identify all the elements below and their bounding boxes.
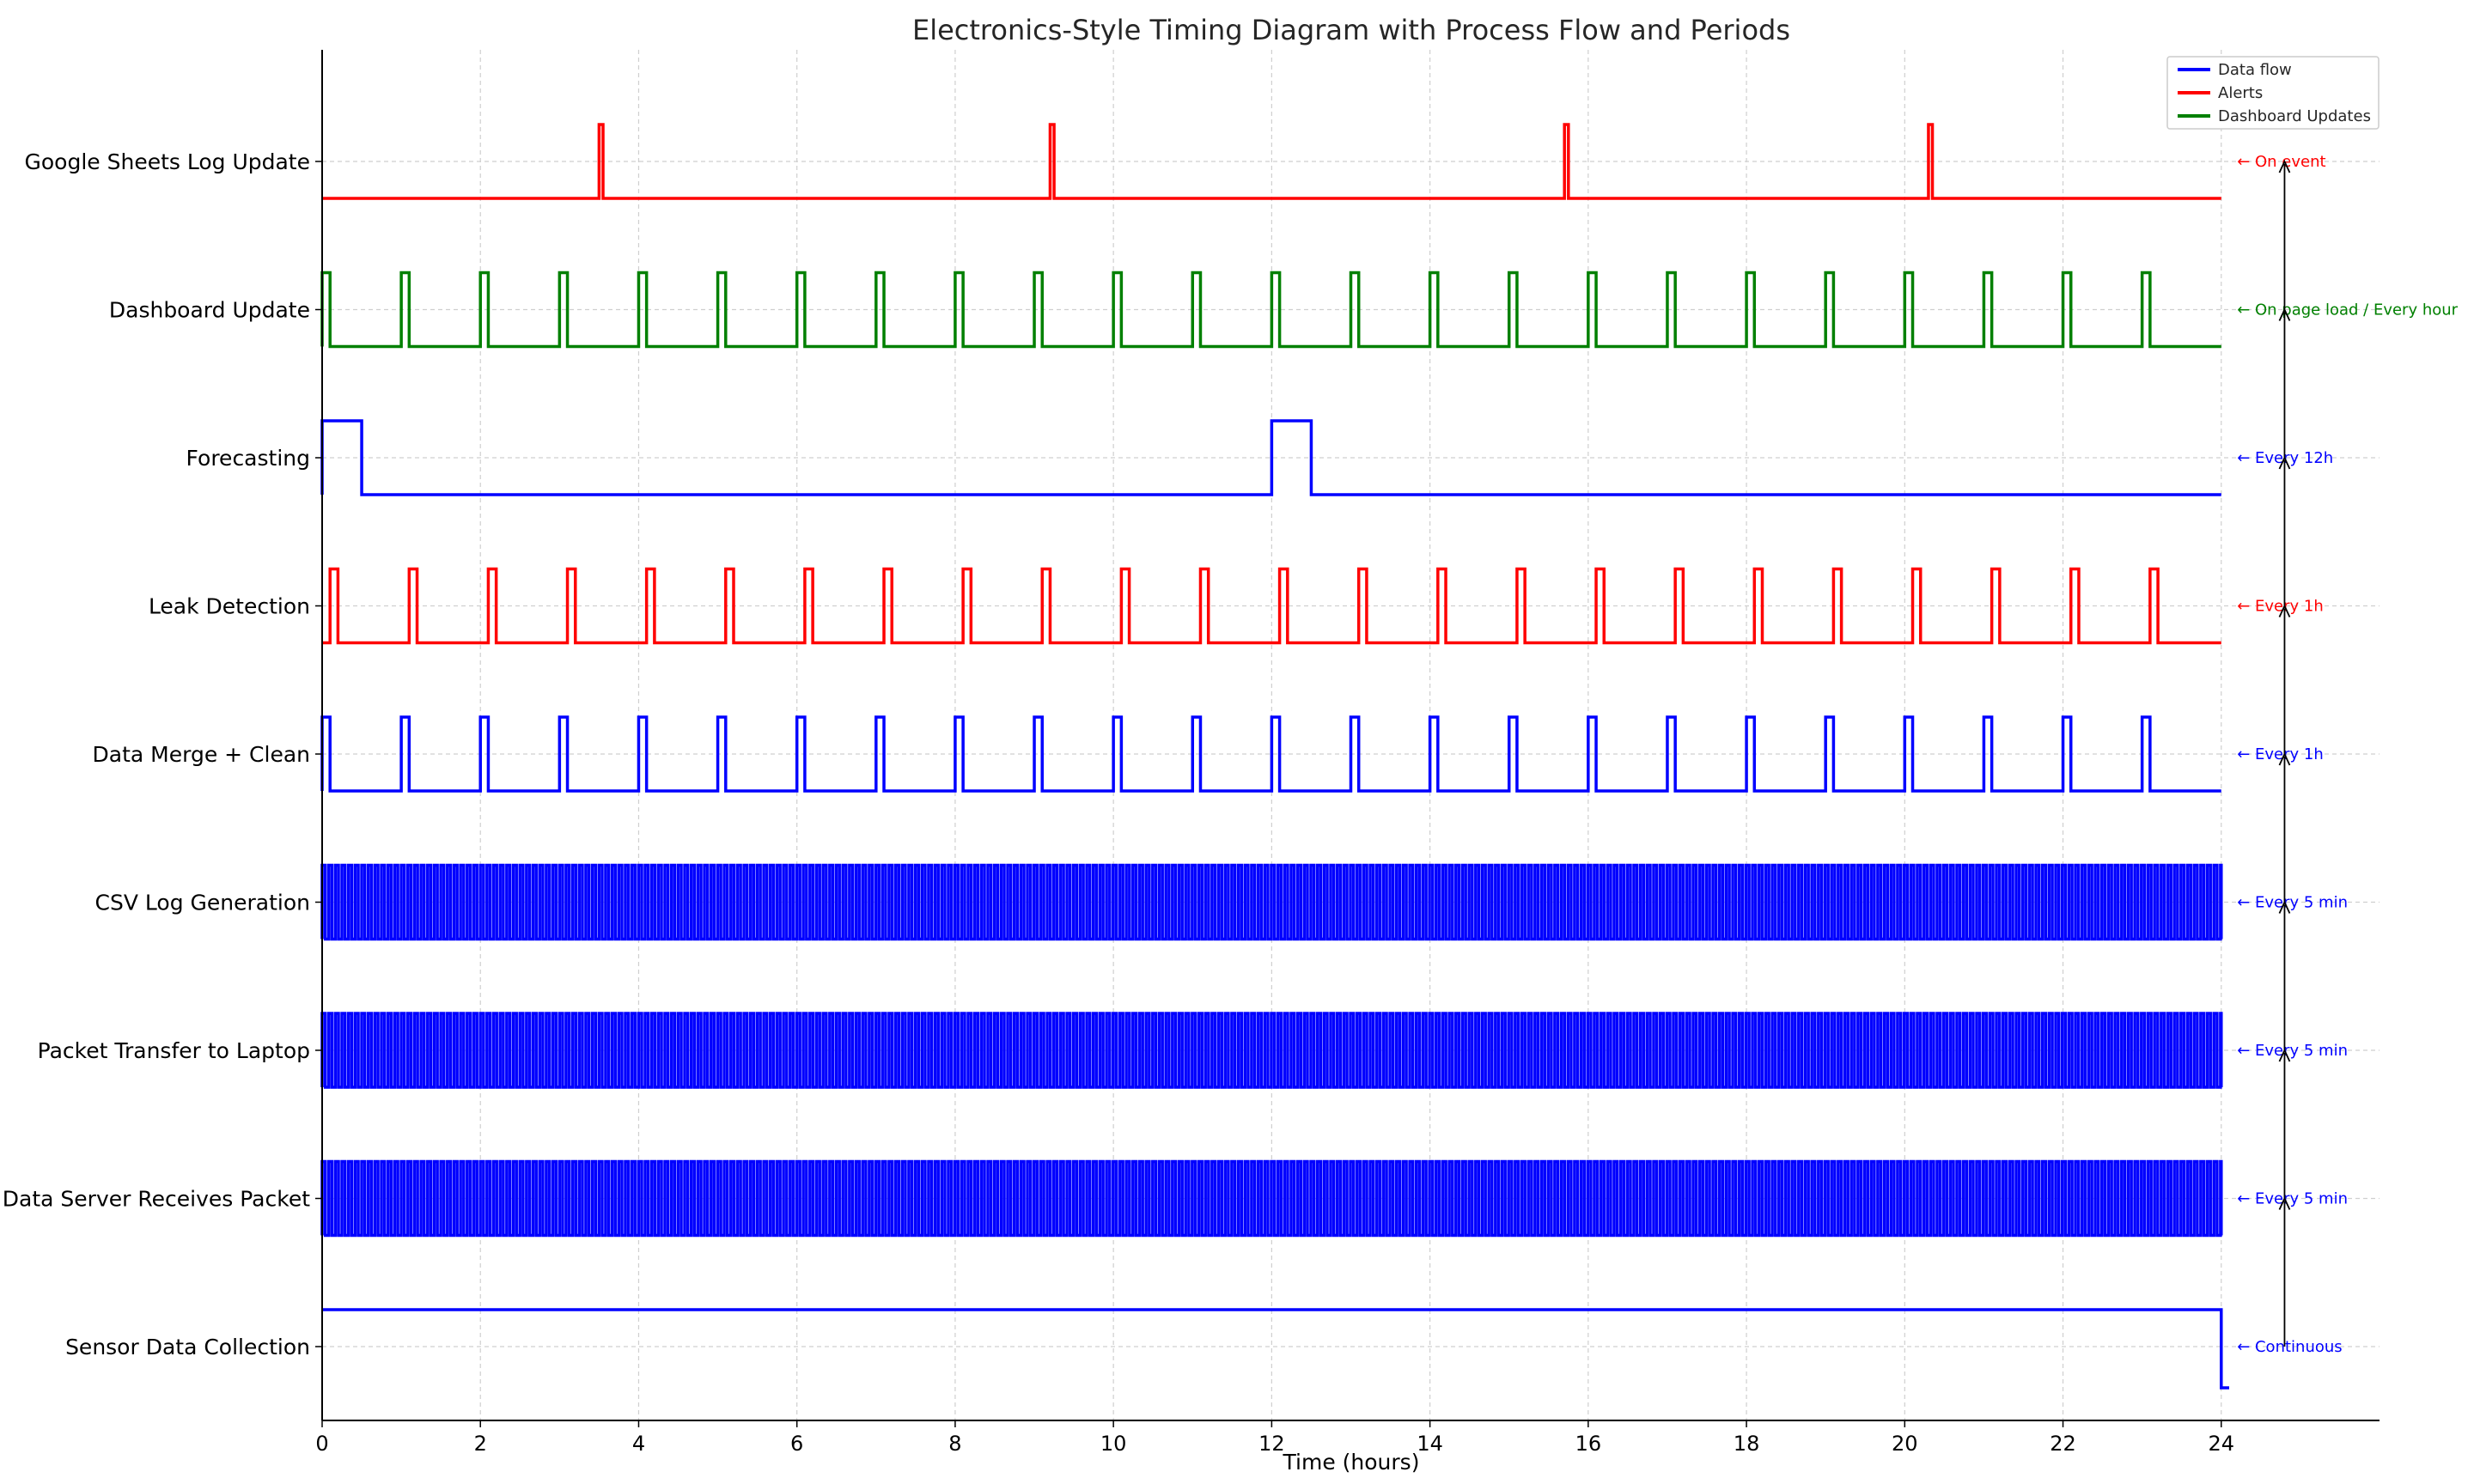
annotation-google-sheets-log-update: ← On event (2237, 153, 2325, 171)
series-line-google-sheets-log-update (322, 123, 2221, 200)
x-tick-label: 20 (1892, 1432, 1918, 1456)
annotation-packet-transfer-to-laptop: ← Every 5 min (2237, 1042, 2348, 1060)
annotation-data-server-receives-packet: ← Every 5 min (2237, 1190, 2348, 1208)
flow-arrow-head (2278, 159, 2291, 173)
flow-arrow-head (2278, 307, 2291, 321)
series-line-data-merge-clean (320, 715, 2221, 793)
y-tick-label-leak-detection: Leak Detection (149, 594, 310, 619)
legend-frame (2166, 56, 2380, 130)
x-tick-label: 22 (2050, 1432, 2076, 1456)
x-tick-label: 6 (790, 1432, 803, 1456)
series-line-dashboard-update (320, 271, 2221, 349)
x-tick-label: 14 (1417, 1432, 1443, 1456)
y-tick-label-packet-transfer-to-laptop: Packet Transfer to Laptop (38, 1038, 310, 1063)
annotation-csv-log-generation: ← Every 5 min (2237, 894, 2348, 912)
series-line-leak-detection (322, 567, 2221, 645)
series-line-csv-log-generation (320, 863, 2223, 941)
x-axis-label: Time (hours) (1283, 1450, 1420, 1475)
flow-arrow-head (2278, 455, 2291, 470)
flow-arrow-head (2278, 1048, 2291, 1062)
y-tick-label-google-sheets-log-update: Google Sheets Log Update (25, 149, 311, 174)
chart-title: Electronics-Style Timing Diagram with Pr… (912, 14, 1790, 46)
y-tick-label-sensor-data-collection: Sensor Data Collection (65, 1335, 310, 1359)
y-tick-label-data-merge-clean: Data Merge + Clean (93, 742, 310, 767)
series-line-sensor-data-collection (322, 1308, 2229, 1390)
x-tick-label: 2 (474, 1432, 487, 1456)
x-tick-label: 0 (315, 1432, 328, 1456)
x-tick-label: 4 (632, 1432, 645, 1456)
annotation-leak-detection: ← Every 1h (2237, 598, 2324, 616)
y-tick-label-forecasting: Forecasting (186, 446, 310, 471)
flow-arrow-head (2278, 751, 2291, 766)
series-line-data-server-receives-packet (320, 1159, 2223, 1238)
x-tick-label: 18 (1734, 1432, 1760, 1456)
x-tick-label: 8 (948, 1432, 961, 1456)
x-tick-label: 16 (1575, 1432, 1602, 1456)
y-tick-label-data-server-receives-packet: Data Server Receives Packet (3, 1187, 310, 1212)
legend-label-data-flow: Data flow (2218, 61, 2292, 79)
flow-arrow-head (2278, 900, 2291, 914)
annotation-dashboard-update: ← On page load / Every hour (2237, 301, 2458, 319)
x-tick-label: 12 (1258, 1432, 1285, 1456)
legend: Data flow Alerts Dashboard Updates (2166, 56, 2380, 130)
legend-label-dashboard-updates: Dashboard Updates (2218, 107, 2371, 125)
x-tick-label: 24 (2208, 1432, 2234, 1456)
annotation-data-merge-clean: ← Every 1h (2237, 745, 2324, 763)
legend-label-alerts: Alerts (2218, 84, 2263, 102)
y-tick-label-dashboard-update: Dashboard Update (109, 298, 310, 323)
flow-arrow-head (2278, 1196, 2291, 1210)
x-tick-label: 10 (1100, 1432, 1127, 1456)
y-tick-label-csv-log-generation: CSV Log Generation (95, 891, 310, 915)
annotation-layer: ← On event ← On page load / Every hour ← E… (2237, 153, 2458, 1356)
annotation-sensor-data-collection: ← Continuous (2237, 1338, 2342, 1356)
flow-arrow-head (2278, 604, 2291, 617)
series-line-packet-transfer-to-laptop (320, 1012, 2223, 1089)
